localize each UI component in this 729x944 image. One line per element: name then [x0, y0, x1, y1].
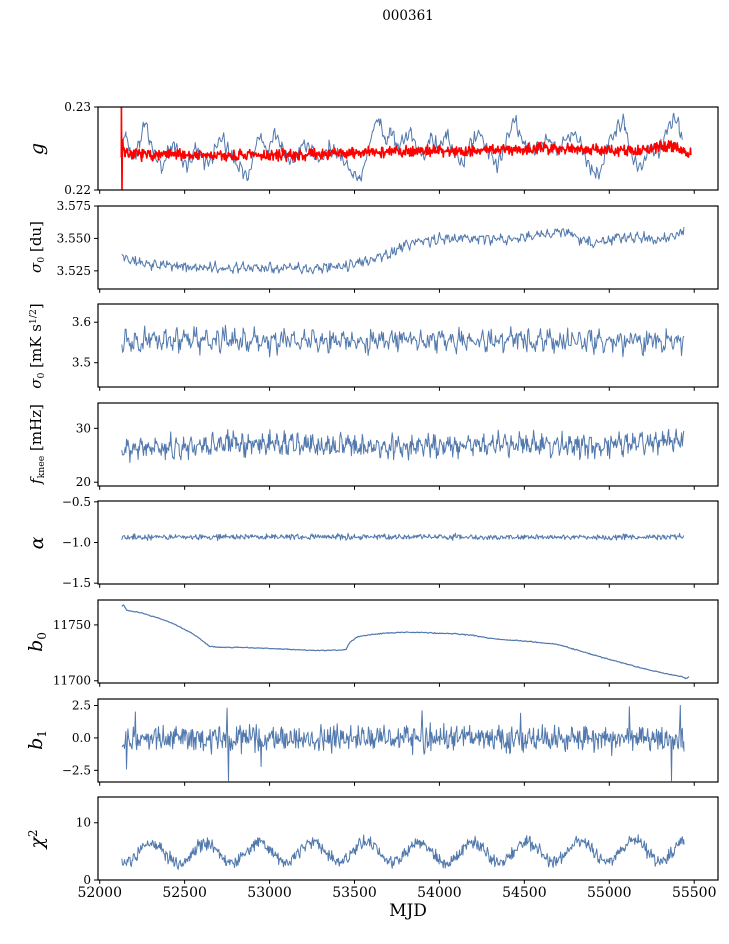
- y-tick-label-sigma0_du: 3.525: [57, 263, 91, 277]
- chart-panel-sigma0_du: 3.525 3.550 3.575: [57, 199, 719, 293]
- data-line-sigma0_du-blue_line: [121, 226, 685, 274]
- x-axis-label: MJD: [389, 901, 427, 921]
- series-group-f_knee: [121, 428, 685, 463]
- series-group-chi2: [121, 834, 685, 870]
- data-line-b1-blue_line: [121, 704, 685, 781]
- y-tick-label-b1: 0.0: [72, 730, 91, 744]
- y-axis-label-chi2: χ2: [26, 829, 48, 849]
- y-tick-label-sigma0_du: 3.575: [57, 199, 91, 213]
- y-axis-label-alpha: α: [26, 536, 48, 550]
- x-tick-label: 55000: [587, 885, 632, 901]
- y-tick-label-sigma0_mks: 3.5: [72, 356, 91, 370]
- y-tick-label-g: 0.22: [64, 183, 91, 197]
- series-group-b1: [121, 704, 685, 781]
- y-tick-label-sigma0_mks: 3.6: [72, 315, 91, 329]
- chart-panel-chi2: 52000 52500 53000 53500 54000 54500 55000 55500…: [76, 796, 719, 901]
- y-tick-label-chi2: 10: [76, 816, 91, 830]
- x-tick-label: 52000: [77, 885, 122, 901]
- chart-panel-g: 0.22 0.23: [64, 100, 719, 197]
- data-line-chi2-blue_line: [121, 834, 685, 870]
- data-line-b0-blue_line: [121, 604, 690, 680]
- series-group-b0: [121, 604, 690, 680]
- y-axis-label-sigma0_du: σ0 [du]: [26, 221, 48, 274]
- y-tick-label-f_knee: 30: [76, 421, 91, 435]
- y-tick-label-b0: 11750: [53, 618, 91, 632]
- series-group-sigma0_mks: [121, 324, 685, 358]
- x-tick-label: 53500: [332, 885, 377, 901]
- y-axis-label-b1: b1: [24, 730, 50, 750]
- y-tick-label-alpha: −1.0: [62, 536, 91, 550]
- x-tick-label: 54500: [502, 885, 547, 901]
- y-tick-label-f_knee: 20: [76, 475, 91, 489]
- y-tick-label-alpha: −1.5: [62, 577, 91, 591]
- data-line-f_knee-blue_line: [121, 428, 685, 463]
- y-tick-label-b0: 11700: [53, 674, 91, 688]
- x-tick-label: 52500: [162, 885, 207, 901]
- x-tick-label: 55500: [672, 885, 717, 901]
- y-axis-label-g: g: [26, 142, 48, 155]
- y-tick-label-b1: 2.5: [72, 698, 91, 712]
- data-line-g-red_line: [120, 107, 692, 190]
- series-group-sigma0_du: [121, 226, 685, 274]
- series-group-g: [120, 107, 692, 190]
- y-axis-label-b0: b0: [24, 631, 50, 652]
- series-group-alpha: [121, 533, 685, 542]
- x-tick-label: 54000: [417, 885, 462, 901]
- y-tick-label-alpha: −0.5: [62, 495, 91, 509]
- chart-title: 000361: [382, 8, 434, 24]
- chart-panel-sigma0_mks: 3.5 3.6: [72, 303, 719, 391]
- y-axis-label-sigma0_mks: σ0 [mK s1/2]: [26, 302, 48, 389]
- data-line-sigma0_mks-blue_line: [121, 324, 685, 358]
- y-axis-label-f_knee: fknee [mHz]: [26, 404, 48, 485]
- y-tick-label-b1: −2.5: [62, 763, 91, 777]
- data-line-alpha-blue_line: [121, 533, 685, 542]
- y-tick-label-g: 0.23: [64, 100, 91, 114]
- chart-panel-alpha: −1.5 −1.0 −0.5: [62, 495, 719, 591]
- y-tick-label-chi2: 0: [83, 873, 91, 887]
- y-tick-label-sigma0_du: 3.550: [57, 231, 91, 245]
- chart-panel-b1: −2.5 0.0 2.5: [62, 697, 719, 786]
- x-tick-label: 53000: [247, 885, 292, 901]
- chart-panel-b0: 11700 11750: [53, 599, 719, 688]
